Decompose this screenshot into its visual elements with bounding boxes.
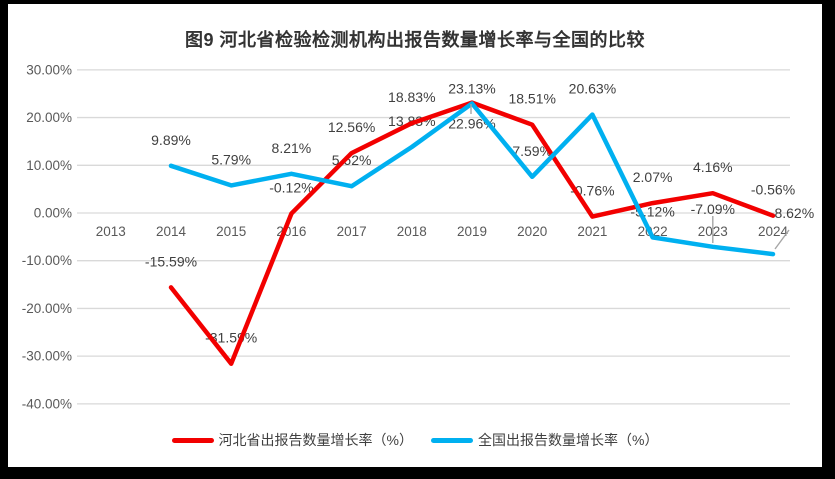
hebei-line-swatch [171,437,214,443]
national-line-swatch [431,437,473,443]
legend-label-hebei: 河北省出报告数量增长率（%） [218,432,413,448]
chart-canvas: 图9 河北省检验检测机构出报告数量增长率与全国的比较 河北省出报告数量增长率（%… [8,4,822,467]
legend-label-national: 全国出报告数量增长率（%） [478,432,659,448]
legend: 河北省出报告数量增长率（%） 全国出报告数量增长率（%） [8,430,822,450]
legend-item-national: 全国出报告数量增长率（%） [431,430,658,450]
chart-title: 图9 河北省检验检测机构出报告数量增长率与全国的比较 [184,30,645,50]
legend-item-hebei: 河北省出报告数量增长率（%） [171,430,413,450]
